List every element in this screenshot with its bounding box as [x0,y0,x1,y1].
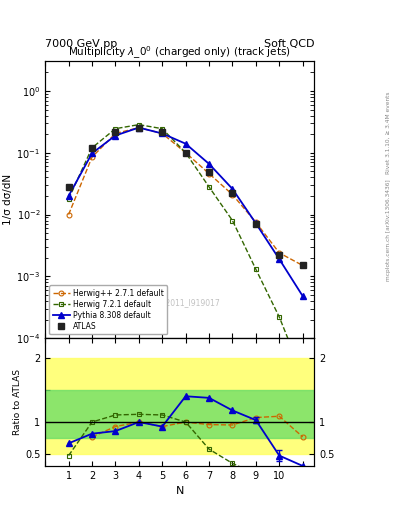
Text: Soft QCD: Soft QCD [264,38,314,49]
Pythia 8.308 default [90,150,94,156]
Herwig 7.2.1 default [277,314,282,320]
Pythia 8.308 default [207,161,211,167]
Herwig++ 2.7.1 default [230,191,235,198]
Legend: Herwig++ 2.7.1 default, Herwig 7.2.1 default, Pythia 8.308 default, ATLAS: Herwig++ 2.7.1 default, Herwig 7.2.1 def… [49,285,167,334]
ATLAS [253,221,258,227]
Herwig 7.2.1 default [136,121,141,127]
Herwig++ 2.7.1 default [207,170,211,177]
Pythia 8.308 default [277,256,282,262]
X-axis label: N: N [176,486,184,496]
Pythia 8.308 default [136,124,141,131]
Herwig++ 2.7.1 default [160,131,165,137]
Line: Herwig 7.2.1 default: Herwig 7.2.1 default [66,122,305,378]
ATLAS [136,124,141,131]
ATLAS [277,252,282,258]
Y-axis label: 1/σ dσ/dN: 1/σ dσ/dN [4,174,13,225]
ATLAS [207,169,211,176]
Herwig 7.2.1 default [160,125,165,132]
Title: Multiplicity $\lambda\_0^0$ (charged only) (track jets): Multiplicity $\lambda\_0^0$ (charged onl… [68,45,291,61]
Pythia 8.308 default [183,141,188,147]
Herwig++ 2.7.1 default [277,250,282,256]
Pythia 8.308 default [300,293,305,299]
Line: Pythia 8.308 default: Pythia 8.308 default [66,125,305,299]
Herwig++ 2.7.1 default [253,219,258,225]
ATLAS [160,129,165,135]
Herwig 7.2.1 default [230,218,235,224]
Text: mcplots.cern.ch [arXiv:1306.3436]: mcplots.cern.ch [arXiv:1306.3436] [386,180,391,281]
Line: Herwig++ 2.7.1 default: Herwig++ 2.7.1 default [66,125,305,268]
Herwig++ 2.7.1 default [183,150,188,156]
Text: ATLAS_2011_I919017: ATLAS_2011_I919017 [139,297,221,307]
Text: Rivet 3.1.10, ≥ 3.4M events: Rivet 3.1.10, ≥ 3.4M events [386,92,391,175]
ATLAS [183,150,188,156]
Herwig 7.2.1 default [300,372,305,378]
Pythia 8.308 default [230,186,235,192]
Herwig 7.2.1 default [207,184,211,190]
Pythia 8.308 default [160,131,165,137]
ATLAS [230,190,235,197]
Herwig 7.2.1 default [253,266,258,272]
Herwig++ 2.7.1 default [136,124,141,131]
ATLAS [90,145,94,151]
ATLAS [66,184,71,190]
Text: 7000 GeV pp: 7000 GeV pp [45,38,118,49]
Pythia 8.308 default [113,133,118,139]
Herwig++ 2.7.1 default [90,154,94,160]
Pythia 8.308 default [66,193,71,199]
Herwig 7.2.1 default [66,196,71,202]
ATLAS [113,129,118,135]
Pythia 8.308 default [253,220,258,226]
Herwig++ 2.7.1 default [300,263,305,269]
Herwig 7.2.1 default [90,145,94,151]
ATLAS [300,263,305,269]
Herwig 7.2.1 default [183,150,188,156]
Herwig++ 2.7.1 default [113,131,118,137]
Line: ATLAS: ATLAS [66,124,306,269]
Herwig 7.2.1 default [113,125,118,132]
Y-axis label: Ratio to ATLAS: Ratio to ATLAS [13,369,22,435]
Herwig++ 2.7.1 default [66,211,71,218]
